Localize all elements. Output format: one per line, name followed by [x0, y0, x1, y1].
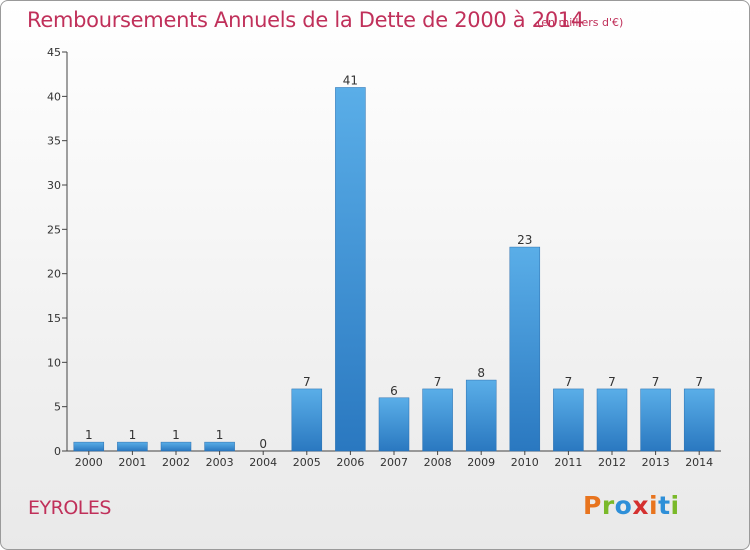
chart-title: Remboursements Annuels de la Dette de 20… — [27, 8, 584, 32]
x-tick-label: 2002 — [162, 456, 190, 469]
bar — [640, 388, 671, 452]
y-tick-label: 30 — [47, 179, 61, 192]
x-tick-label: 2014 — [685, 456, 713, 469]
x-tick-label: 2001 — [118, 456, 146, 469]
chart-subtitle: (en milliers d'€) — [537, 16, 624, 29]
x-tick-label: 2003 — [206, 456, 234, 469]
y-tick-label: 45 — [47, 46, 61, 59]
brand-letter: r — [601, 491, 615, 520]
x-tick-label: 2008 — [424, 456, 452, 469]
y-tick-label: 20 — [47, 268, 61, 281]
x-tick-label: 2007 — [380, 456, 408, 469]
data-label: 1 — [129, 428, 137, 442]
bar — [465, 379, 497, 452]
y-tick-label: 5 — [54, 401, 61, 414]
brand-letter: P — [583, 491, 602, 520]
brand-letter: o — [614, 491, 633, 520]
data-label: 7 — [695, 375, 703, 389]
bar — [378, 397, 410, 452]
y-tick-label: 25 — [47, 223, 61, 236]
x-tick-label: 2012 — [598, 456, 626, 469]
x-tick-label: 2004 — [249, 456, 277, 469]
data-label: 7 — [565, 375, 573, 389]
x-tick-label: 2005 — [293, 456, 321, 469]
x-tick-label: 2009 — [467, 456, 495, 469]
data-label: 41 — [343, 73, 358, 87]
bar — [683, 388, 715, 452]
data-label: 23 — [517, 233, 532, 247]
data-label: 1 — [85, 428, 93, 442]
data-label: 7 — [303, 375, 311, 389]
bar — [422, 388, 453, 452]
bar — [117, 441, 148, 452]
brand-letter: i — [649, 491, 659, 520]
bar — [73, 441, 105, 452]
x-tick-label: 2010 — [511, 456, 539, 469]
brand-letter: t — [658, 491, 671, 520]
x-tick-label: 2006 — [336, 456, 364, 469]
y-tick-label: 0 — [54, 445, 61, 458]
bar — [509, 246, 541, 452]
y-tick-label: 10 — [47, 356, 61, 369]
data-label: 1 — [172, 428, 180, 442]
y-tick-label: 35 — [47, 135, 61, 148]
commune-label: EYROLES — [28, 497, 111, 519]
bar — [204, 441, 235, 452]
x-tick-label: 2011 — [554, 456, 582, 469]
y-tick-label: 40 — [47, 90, 61, 103]
brand-letter: i — [670, 491, 680, 520]
bar — [596, 388, 628, 452]
data-label: 8 — [477, 366, 485, 380]
bar — [291, 388, 323, 452]
data-label: 1 — [216, 428, 224, 442]
y-tick-label: 15 — [47, 312, 61, 325]
data-label: 7 — [608, 375, 616, 389]
x-tick-label: 2000 — [75, 456, 103, 469]
data-label: 7 — [434, 375, 442, 389]
data-label: 0 — [259, 437, 267, 451]
x-tick-label: 2013 — [642, 456, 670, 469]
data-label: 6 — [390, 384, 398, 398]
bar — [553, 388, 584, 452]
brand-letter: x — [632, 491, 649, 520]
data-label: 7 — [652, 375, 660, 389]
bar — [335, 87, 366, 452]
proxiti-logo: Proxiti — [583, 491, 680, 520]
bar — [160, 441, 192, 452]
